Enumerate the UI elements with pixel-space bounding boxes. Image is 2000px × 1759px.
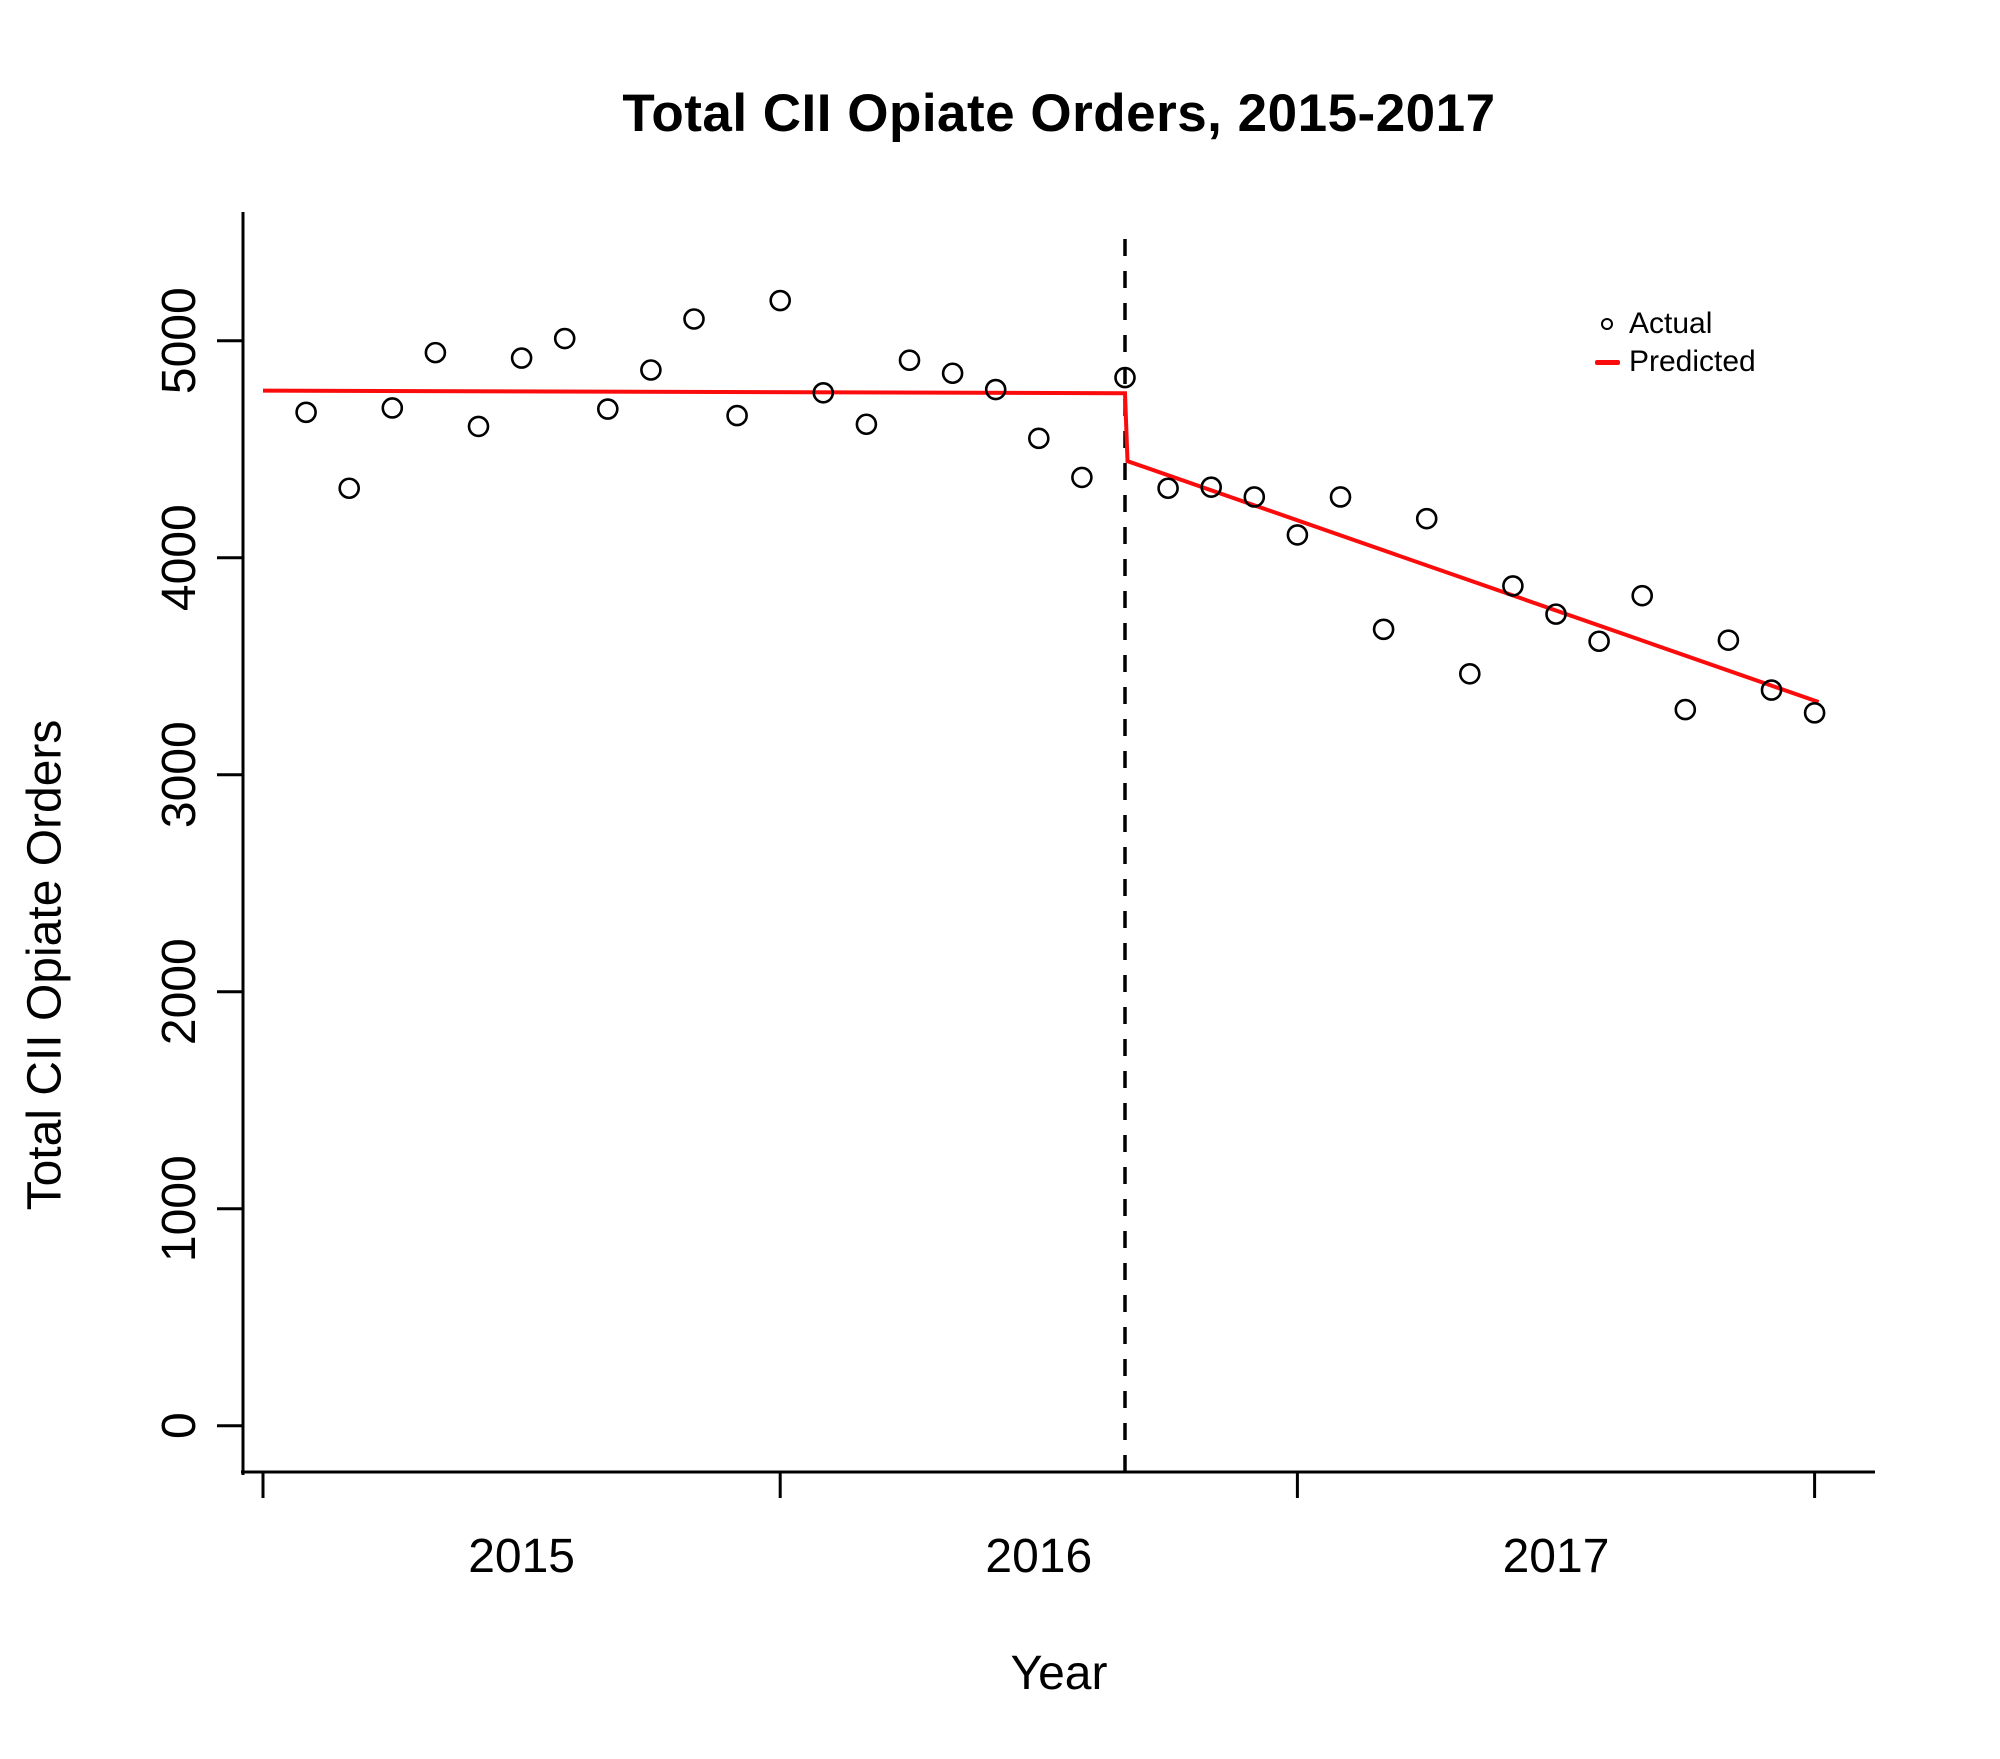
- data-point: [726, 404, 748, 427]
- legend-row-predicted: Predicted: [1585, 345, 1756, 378]
- data-point: [467, 415, 490, 438]
- y-tick-label: 2000: [153, 938, 206, 1045]
- data-point: [855, 413, 878, 436]
- legend-circle-marker-icon: [1601, 318, 1613, 330]
- data-point: [1545, 603, 1567, 625]
- data-point: [1803, 702, 1826, 724]
- data-point: [1717, 629, 1740, 651]
- data-point: [510, 347, 533, 369]
- data-point: [596, 398, 619, 420]
- data-point: [1760, 679, 1783, 701]
- y-tick-label: 4000: [153, 504, 206, 611]
- data-point: [640, 359, 662, 381]
- data-point: [1372, 618, 1395, 641]
- legend-marker-cell: [1585, 318, 1629, 330]
- y-tick-label: 0: [153, 1412, 206, 1439]
- data-point: [1114, 366, 1136, 389]
- data-point: [683, 308, 705, 330]
- data-point: [1631, 584, 1653, 607]
- y-tick-label: 1000: [153, 1155, 206, 1262]
- data-point: [381, 397, 404, 419]
- data-point: [941, 362, 964, 385]
- data-point: [984, 378, 1007, 401]
- data-point: [812, 381, 835, 404]
- data-point: [424, 341, 447, 364]
- data-point: [338, 477, 361, 500]
- data-point: [295, 401, 317, 424]
- data-point: [1286, 524, 1309, 546]
- legend-actual-label: Actual: [1629, 307, 1713, 340]
- data-point: [1674, 698, 1697, 721]
- data-point: [553, 327, 576, 350]
- data-point: [1502, 575, 1524, 597]
- data-point: [1071, 466, 1093, 489]
- data-point: [1028, 427, 1050, 450]
- legend-predicted-label: Predicted: [1629, 345, 1756, 378]
- legend-line-marker-icon: [1594, 359, 1620, 365]
- data-point: [1200, 476, 1222, 498]
- data-point: [1459, 662, 1481, 685]
- y-axis-title: Total CII Opiate Orders: [18, 719, 72, 1211]
- legend-marker-cell: [1585, 359, 1629, 365]
- x-axis-title: Year: [1010, 1647, 1108, 1700]
- legend-row-actual: Actual: [1585, 307, 1756, 340]
- legend: Actual Predicted: [1585, 307, 1756, 378]
- data-point: [1243, 486, 1266, 508]
- chart-title: Total CII Opiate Orders, 2015-2017: [622, 84, 1496, 143]
- data-point: [1157, 477, 1179, 500]
- data-point: [898, 349, 921, 372]
- data-point: [769, 289, 792, 312]
- predicted-line: [262, 388, 1820, 704]
- x-tick-label: 2016: [985, 1530, 1092, 1583]
- data-point: [1329, 486, 1352, 508]
- x-tick-label: 2017: [1503, 1530, 1610, 1583]
- data-point: [1415, 507, 1438, 530]
- x-tick-label: 2015: [468, 1530, 575, 1583]
- y-tick-label: 5000: [153, 287, 206, 394]
- y-tick-label: 3000: [153, 721, 206, 828]
- data-point: [1588, 630, 1610, 653]
